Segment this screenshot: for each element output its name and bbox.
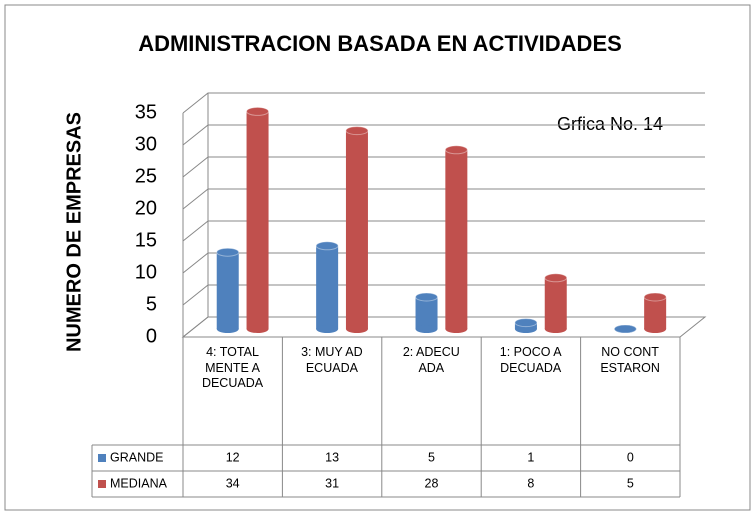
bar-top [613,324,637,334]
grid-line [182,188,705,210]
bar-top [216,247,240,257]
bar-body [415,297,438,329]
bar-bottom [544,325,567,333]
bar [613,324,637,334]
y-axis-label: NUMERO DE EMPRESAS [63,112,85,352]
bar-body [345,130,368,329]
grid-line [182,284,705,306]
category-cell: 3: MUY ADECUADA [282,337,381,445]
x-tick-label: NO CONTESTARON [600,345,660,375]
bar-bottom [514,325,537,333]
bar-bottom [415,325,438,333]
grid-line [182,220,705,242]
bar-top [544,273,568,283]
x-tick-label: 2: ADECUADA [402,345,460,375]
bar-top [315,241,339,251]
bar [246,106,270,333]
x-tick-label: 4: TOTALMENTE ADECUADA [201,345,264,390]
bar [315,241,339,333]
x-tick-label: 3: MUY ADECUADA [301,345,363,375]
category-cell: NO CONTESTARON [581,337,680,445]
bar-body [644,297,667,329]
table-value: 0 [627,450,634,464]
bar-body [544,277,567,329]
bar-body [445,149,468,329]
bar-top [643,292,667,302]
table-value: 8 [527,476,534,490]
category-cell: 4: TOTALMENTE ADECUADA [183,337,282,445]
bar [216,247,240,333]
y-tick-label: 15 [135,229,157,251]
table-value: 12 [226,450,240,464]
y-tick-label: 25 [135,165,157,187]
legend-swatch [98,454,106,462]
legend-label: MEDIANA [110,476,168,490]
y-tick-label: 0 [146,325,157,347]
category-cell: 1: POCO ADECUADA [481,337,580,445]
y-tick-label: 20 [135,197,157,219]
x-tick-label: 1: POCO ADECUADA [499,345,562,375]
bar [444,145,468,333]
bar-top [246,106,270,116]
bar-bottom [345,325,368,333]
chart-title: ADMINISTRACION BASADA EN ACTIVIDADES [138,31,622,56]
bar-bottom [216,325,239,333]
y-tick-label: 5 [146,293,157,315]
category-cell: 2: ADECUADA [382,337,481,445]
table-value: 28 [425,476,439,490]
bar-top [345,126,369,136]
table-value: 1 [527,450,534,464]
bar-top [514,318,538,328]
y-tick-label: 35 [135,101,157,123]
bar-bottom [316,325,339,333]
bar-top [415,292,439,302]
y-tick-label: 30 [135,133,157,155]
bar [643,292,667,333]
grid-line [182,124,705,146]
chart-border [4,4,751,511]
bar-bottom [246,325,269,333]
bar-body [216,252,239,329]
category-cell: 4: TOTALMENTE ADECUADA [183,337,282,445]
annotation: Grfica No. 14 [557,114,663,134]
grid-line [182,316,705,338]
table-value: 5 [428,450,435,464]
bar-body [316,245,339,329]
category-cell: NO CONTESTARON [581,337,680,445]
bar [514,318,538,333]
bar [544,273,568,333]
bar-body [246,111,269,330]
bar-top [444,145,468,155]
legend-swatch [98,480,106,488]
bar-bottom [445,325,468,333]
category-cell: 2: ADECUADA [382,337,481,445]
grid-line [182,92,705,114]
category-cell: 1: POCO ADECUADA [481,337,580,445]
bar [415,292,439,333]
bar [345,126,369,333]
category-cell: 3: MUY ADECUADA [282,337,381,445]
grid-line [182,252,705,274]
table-value: 5 [627,476,634,490]
bar-bottom [644,325,667,333]
legend-label: GRANDE [110,450,163,464]
table-value: 31 [325,476,339,490]
table-value: 34 [226,476,240,490]
grid-line [182,156,705,178]
table-value: 13 [325,450,339,464]
y-tick-label: 10 [135,261,157,283]
